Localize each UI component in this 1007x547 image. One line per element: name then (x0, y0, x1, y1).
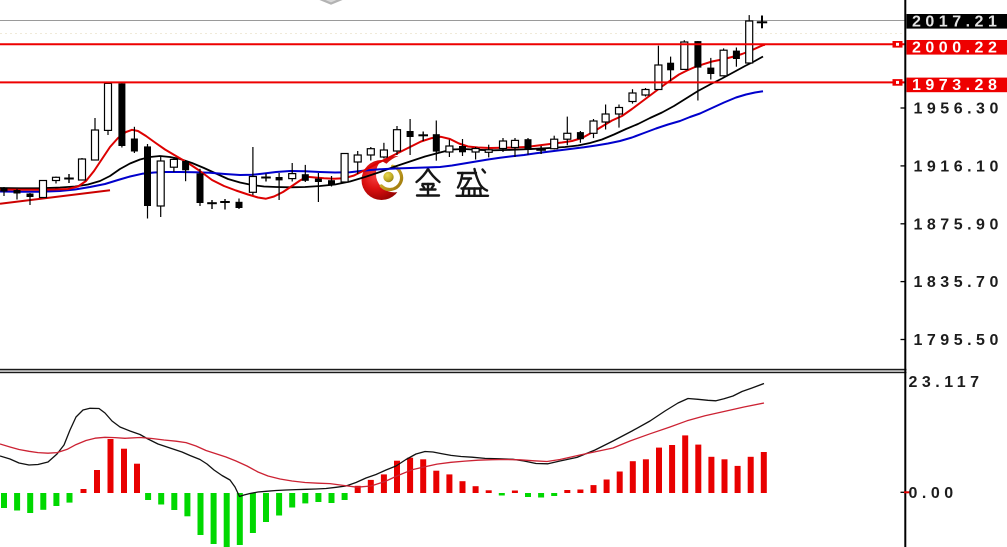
svg-text:2000.22: 2000.22 (912, 40, 1001, 57)
svg-text:1835.70: 1835.70 (914, 274, 1003, 291)
svg-text:23.117: 23.117 (909, 374, 984, 391)
svg-text:1973.28: 1973.28 (912, 77, 1001, 94)
svg-text:1875.90: 1875.90 (914, 216, 1003, 233)
svg-text:1795.50: 1795.50 (914, 332, 1003, 349)
svg-text:2017.21: 2017.21 (912, 14, 1001, 31)
svg-text:1956.30: 1956.30 (914, 101, 1003, 118)
svg-text:1916.10: 1916.10 (914, 159, 1003, 176)
svg-text:0.00: 0.00 (909, 485, 958, 502)
